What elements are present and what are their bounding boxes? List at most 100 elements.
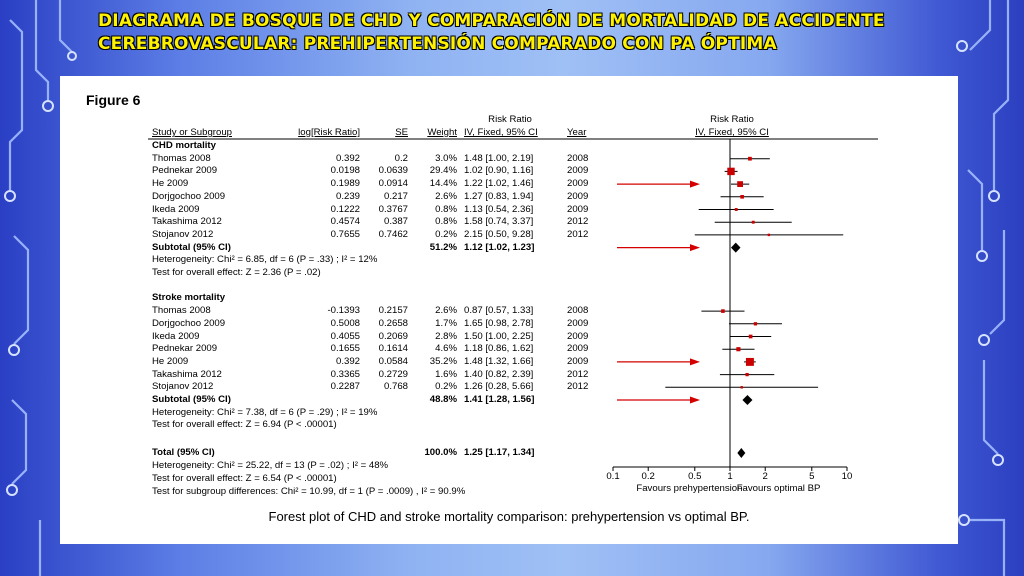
weight-value: 0.2%	[435, 381, 457, 393]
point-estimate-square	[721, 309, 725, 313]
se-value: 0.0914	[378, 178, 408, 190]
x-tick-label: 2	[762, 471, 768, 482]
se-value: 0.7462	[378, 228, 408, 240]
log-rr-value: 0.392	[335, 355, 360, 367]
overall-effect-text: Test for overall effect: Z = 2.36 (P = .…	[152, 267, 321, 278]
year-value: 2012	[567, 381, 589, 393]
weight-value: 29.4%	[429, 165, 457, 177]
study-name: Takashima 2012	[152, 216, 222, 228]
year-value: 2009	[567, 343, 589, 355]
x-tick-label: 10	[841, 471, 853, 482]
ci-value: 1.58 [0.74, 3.37]	[464, 216, 534, 228]
x-tick-label: 1	[727, 471, 733, 482]
x-label-right: Favours optimal BP	[736, 483, 821, 494]
point-estimate-square	[748, 334, 753, 339]
study-name: Stojanov 2012	[152, 228, 214, 240]
subtotal-label: Subtotal (95% CI)	[152, 241, 231, 253]
study-name: Pednekar 2009	[152, 343, 218, 355]
ci-value: 1.50 [1.00, 2.25]	[464, 330, 534, 342]
point-estimate-square	[751, 220, 755, 224]
se-value: 0.1614	[378, 343, 408, 355]
point-estimate-square	[736, 347, 741, 352]
point-estimate-square	[727, 167, 735, 176]
log-rr-value: 0.392	[335, 152, 360, 164]
ci-value: 1.48 [1.32, 1.66]	[464, 355, 534, 367]
highlight-arrowhead	[690, 244, 700, 252]
year-value: 2008	[567, 152, 589, 164]
total-heterogeneity-text: Heterogeneity: Chi² = 25.22, df = 13 (P …	[152, 460, 389, 471]
ci-value: 2.15 [0.50, 9.28]	[464, 228, 534, 240]
study-name: Ikeda 2009	[152, 203, 200, 215]
heterogeneity-text: Heterogeneity: Chi² = 7.38, df = 6 (P = …	[152, 406, 378, 418]
total-label: Total (95% CI)	[152, 447, 215, 458]
weight-value: 0.2%	[435, 228, 457, 240]
log-rr-value: 0.7655	[330, 228, 360, 240]
ci-value: 1.27 [0.83, 1.94]	[464, 190, 534, 202]
weight-value: 35.2%	[429, 355, 457, 367]
risk-ratio-header: Risk Ratio	[488, 114, 532, 125]
se-value: 0.2729	[378, 368, 408, 380]
weight-value: 2.8%	[435, 330, 457, 342]
ci-value: 0.87 [0.57, 1.33]	[464, 305, 534, 317]
weight-value: 0.8%	[435, 203, 457, 215]
log-rr-value: -0.1393	[327, 305, 360, 317]
x-label-left: Favours prehypertension	[636, 483, 743, 494]
point-estimate-square	[740, 386, 743, 389]
year-value: 2009	[567, 178, 589, 190]
log-rr-value: 0.239	[335, 190, 360, 202]
weight-value: 0.8%	[435, 216, 457, 228]
study-name: Takashima 2012	[152, 368, 222, 380]
col-header-study: Study or Subgroup	[152, 127, 233, 138]
year-value: 2012	[567, 228, 589, 240]
year-value: 2009	[567, 317, 589, 329]
log-rr-value: 0.0198	[330, 165, 360, 177]
subgroup-differences-text: Test for subgroup differences: Chi² = 10…	[152, 486, 466, 497]
se-value: 0.768	[383, 381, 408, 393]
study-name: Stojanov 2012	[152, 381, 214, 393]
point-estimate-square	[745, 357, 754, 366]
year-value: 2012	[567, 216, 589, 228]
ci-value: 1.18 [0.86, 1.62]	[464, 343, 534, 355]
point-estimate-square	[767, 233, 771, 237]
log-rr-value: 0.3365	[330, 368, 360, 380]
col-header-log-rr: log[Risk Ratio]	[298, 127, 360, 138]
col-header-ci-plot: IV, Fixed, 95% CI	[695, 127, 769, 138]
year-value: 2009	[567, 330, 589, 342]
se-value: 0.217	[383, 190, 408, 202]
point-estimate-square	[748, 156, 752, 161]
log-rr-value: 0.4055	[330, 330, 360, 342]
forest-plot	[148, 138, 878, 471]
ci-value: 1.13 [0.54, 2.36]	[464, 203, 534, 215]
risk-ratio-plot-header: Risk Ratio	[710, 114, 754, 125]
figure-panel: Figure 6 Forest plot of CHD and stroke m…	[60, 76, 958, 544]
col-header-ci: IV, Fixed, 95% CI	[464, 127, 538, 138]
slide-title: Diagrama de bosque de CHD y comparación …	[98, 11, 885, 54]
x-tick-label: 0.2	[641, 471, 655, 482]
weight-value: 14.4%	[429, 178, 457, 190]
study-name: Dorjgochoo 2009	[152, 190, 226, 202]
weight-value: 3.0%	[435, 152, 457, 164]
se-value: 0.2658	[378, 317, 408, 329]
weight-value: 2.6%	[435, 190, 457, 202]
overall-effect-text: Test for overall effect: Z = 6.94 (P < .…	[152, 419, 337, 431]
figure-label: Figure 6	[86, 92, 141, 108]
ci-value: 1.02 [0.90, 1.16]	[464, 165, 534, 177]
total-overall-effect-text: Test for overall effect: Z = 6.54 (P < .…	[152, 473, 337, 484]
col-header-weight: Weight	[427, 127, 457, 138]
subtotal-weight: 48.8%	[429, 394, 457, 405]
se-value: 0.2	[394, 152, 408, 164]
year-value: 2009	[567, 165, 589, 177]
subtotal-ci: 1.41 [1.28, 1.56]	[464, 394, 535, 405]
study-name: He 2009	[152, 355, 189, 367]
subtotal-weight: 51.2%	[429, 241, 457, 253]
x-tick-label: 0.1	[606, 471, 620, 482]
pooled-estimate-diamond	[731, 242, 741, 253]
heterogeneity-text: Heterogeneity: Chi² = 6.85, df = 6 (P = …	[152, 254, 378, 266]
year-value: 2009	[567, 355, 589, 367]
highlight-arrowhead	[690, 180, 700, 188]
log-rr-value: 0.5008	[330, 317, 360, 329]
figure-caption: Forest plot of CHD and stroke mortality …	[268, 509, 750, 524]
subtotal-ci: 1.12 [1.02, 1.23]	[464, 241, 535, 253]
x-tick-label: 0.5	[688, 471, 702, 482]
point-estimate-square	[740, 194, 744, 199]
